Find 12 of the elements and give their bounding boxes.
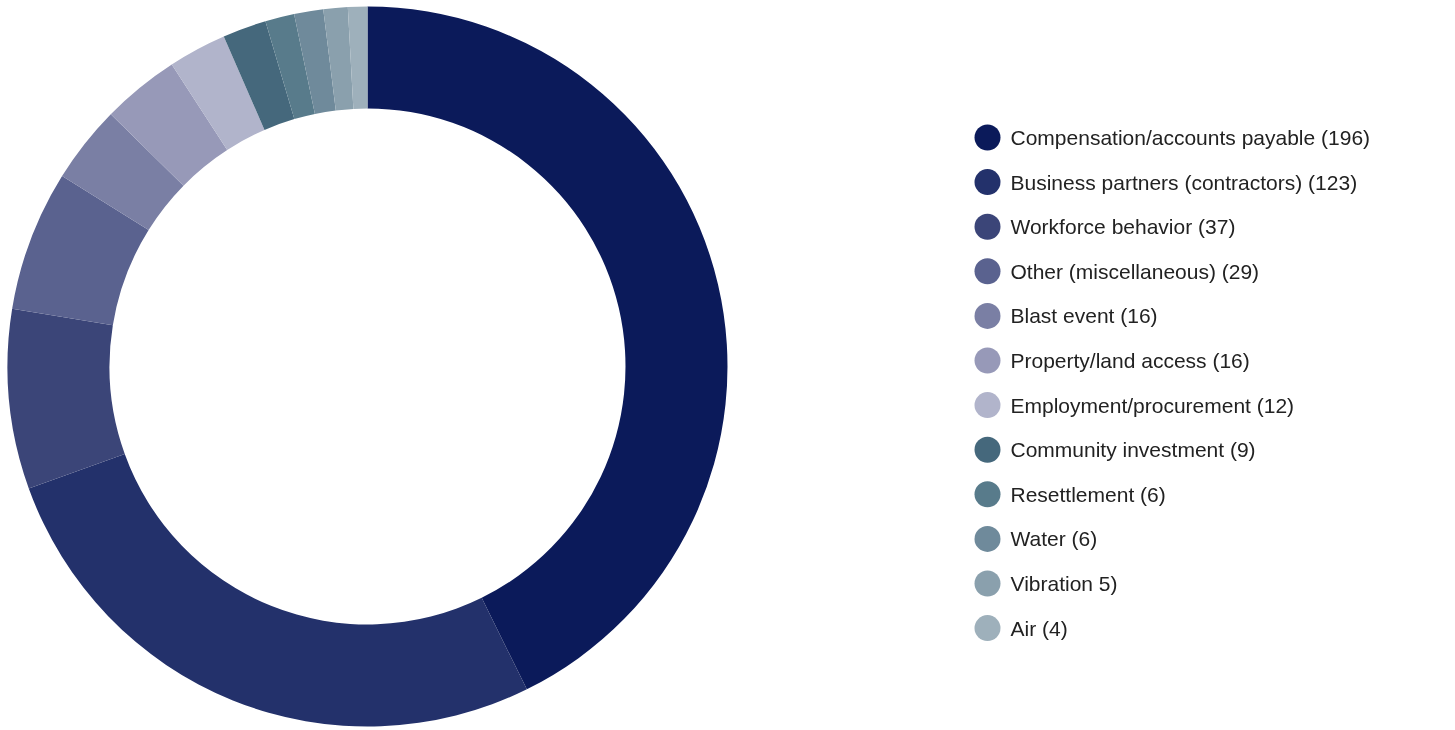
legend-label: Property/land access (16)	[1010, 349, 1250, 372]
legend-label: Other (miscellaneous) (29)	[1010, 259, 1260, 283]
legend-label: Workforce behavior (37)	[1010, 215, 1236, 239]
legend-label: Vibration 5)	[1010, 572, 1118, 595]
legend-label: Blast event (16)	[1010, 304, 1158, 328]
legend-label: Resettlement (6)	[1010, 482, 1166, 506]
legend-label: Air (4)	[1010, 616, 1068, 640]
legend-label: Employment/procurement (12)	[1010, 393, 1295, 417]
legend-label: Community investment (9)	[1010, 438, 1256, 462]
legend-label: Water (6)	[1010, 527, 1098, 551]
legend-label: Business partners (contractors) (123)	[1010, 170, 1358, 194]
legend-label: Compensation/accounts payable (196)	[1010, 126, 1371, 149]
